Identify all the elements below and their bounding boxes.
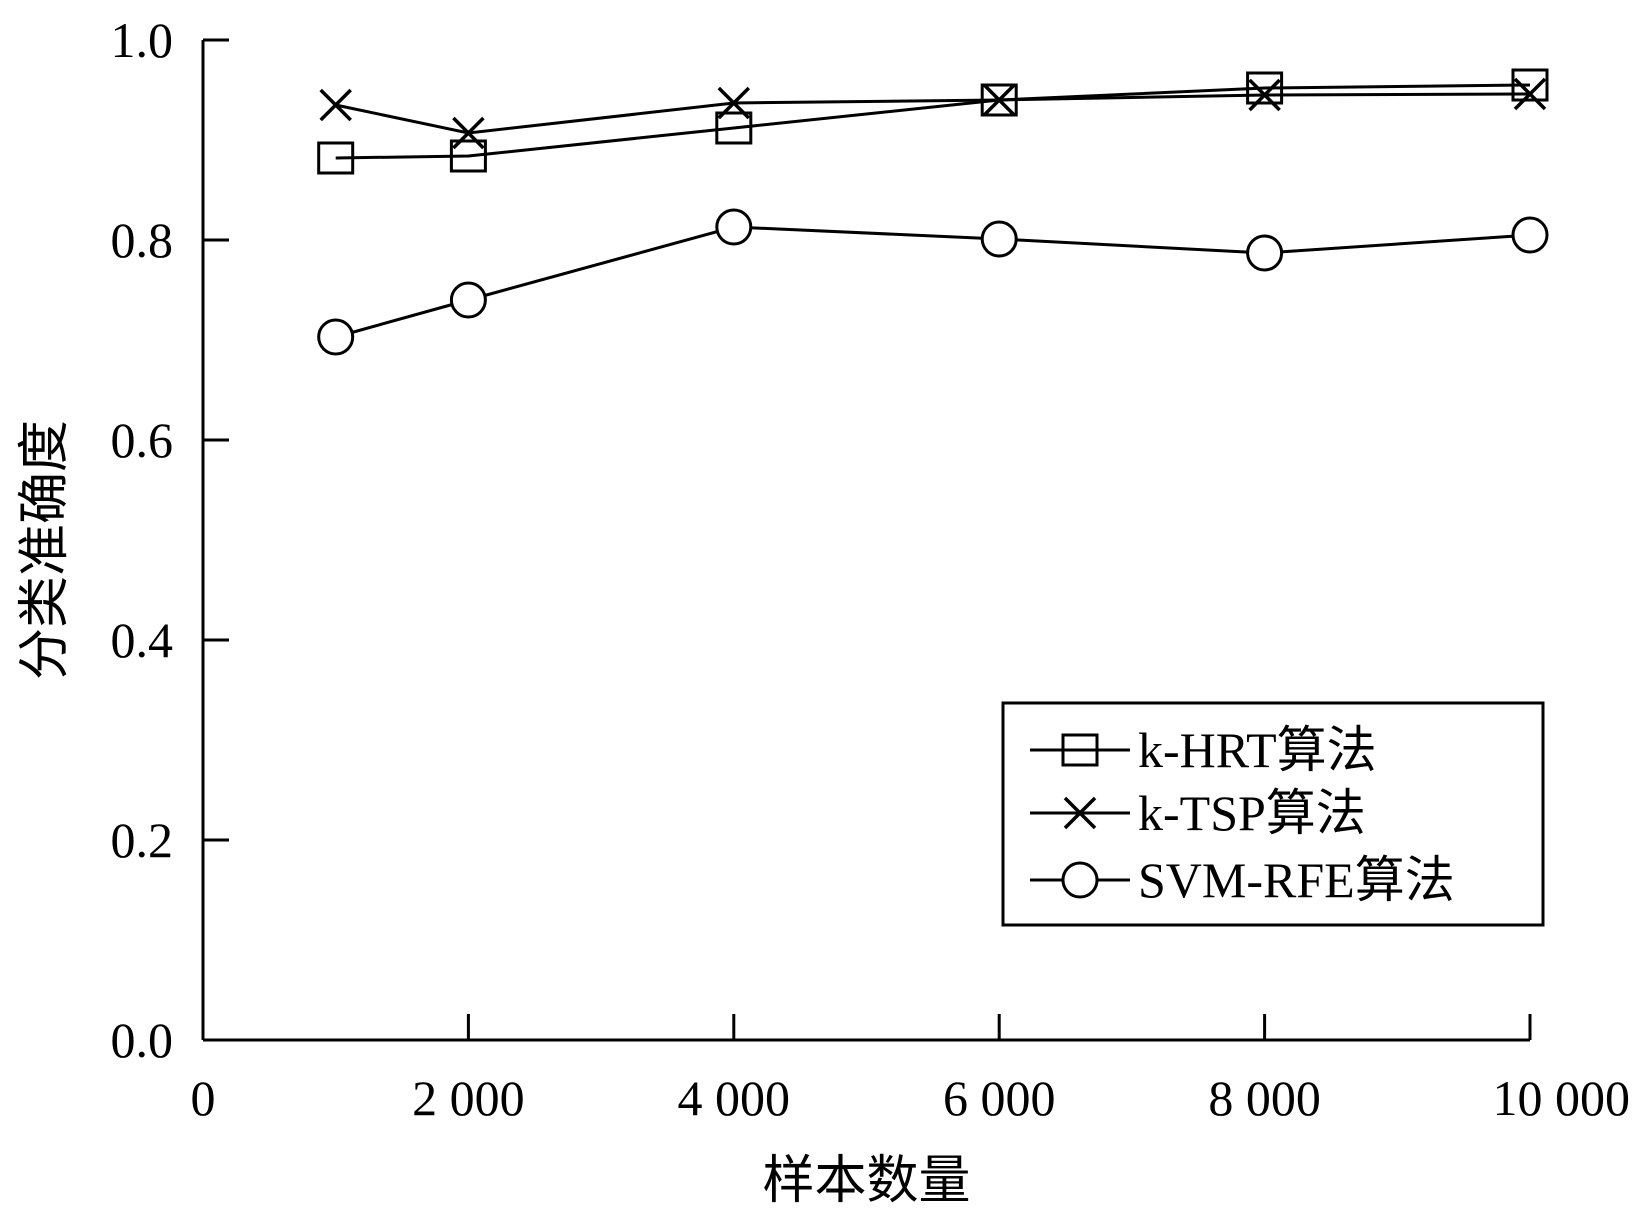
y-axis-title: 分类准确度	[17, 420, 74, 680]
x-tick-label: 6 000	[943, 1070, 1056, 1126]
legend-marker-x	[1063, 796, 1097, 830]
data-point-circle	[1511, 216, 1549, 254]
legend-entry: k-HRT算法	[1030, 722, 1377, 778]
series-circle	[317, 208, 1549, 356]
legend-entry: k-TSP算法	[1030, 785, 1366, 841]
data-point-square	[449, 139, 487, 173]
x-tick-label: 8 000	[1208, 1070, 1321, 1126]
data-point-circle	[449, 281, 487, 319]
y-tick-label: 0.8	[111, 212, 174, 268]
data-point-circle	[715, 208, 753, 246]
series-x	[319, 77, 1547, 150]
tick-marks: 0.0 0.2 0.4 0.6 0.8 1.0 0 2 000 4 000 6 000 8 000 1…	[111, 12, 1631, 1126]
x-tick-label: 2 000	[412, 1070, 525, 1126]
data-point-circle	[1246, 234, 1284, 272]
data-point-x	[982, 83, 1016, 117]
x-tick-label: 10 000	[1493, 1070, 1631, 1126]
series-layer	[317, 68, 1549, 356]
legend-label: k-HRT算法	[1138, 722, 1377, 778]
data-point-circle	[317, 318, 355, 356]
legend-marker-square	[1061, 733, 1099, 767]
y-tick-label: 1.0	[111, 12, 174, 68]
data-point-square	[715, 111, 753, 145]
data-point-x	[717, 86, 751, 120]
data-point-circle	[980, 220, 1018, 258]
data-point-square	[317, 141, 355, 175]
x-axis-title: 样本数量	[762, 1153, 970, 1210]
y-tick-label: 0.6	[111, 412, 174, 468]
data-point-x	[319, 88, 352, 122]
legend-marker-circle	[1061, 861, 1099, 899]
y-tick-label: 0.4	[111, 612, 174, 668]
legend-label: k-TSP算法	[1138, 785, 1366, 841]
x-tick-label: 0	[191, 1070, 216, 1126]
legend-entry: SVM-RFE算法	[1030, 852, 1455, 908]
legend-label: SVM-RFE算法	[1138, 852, 1455, 908]
series-square	[317, 68, 1549, 175]
y-tick-label: 0.0	[111, 1012, 174, 1068]
legend: k-HRT算法 k-TSP算法 SVM-RFE算法	[1001, 701, 1545, 927]
series-line	[335, 83, 1531, 160]
series-line	[335, 92, 1531, 135]
data-point-square	[1246, 71, 1284, 105]
x-tick-label: 4 000	[678, 1070, 791, 1126]
data-point-x	[452, 116, 485, 150]
axes	[201, 40, 1530, 1042]
series-line	[335, 225, 1531, 339]
data-point-square	[1511, 68, 1549, 102]
data-point-x	[1248, 78, 1281, 112]
data-point-x	[1513, 77, 1547, 111]
y-tick-label: 0.2	[111, 812, 174, 868]
